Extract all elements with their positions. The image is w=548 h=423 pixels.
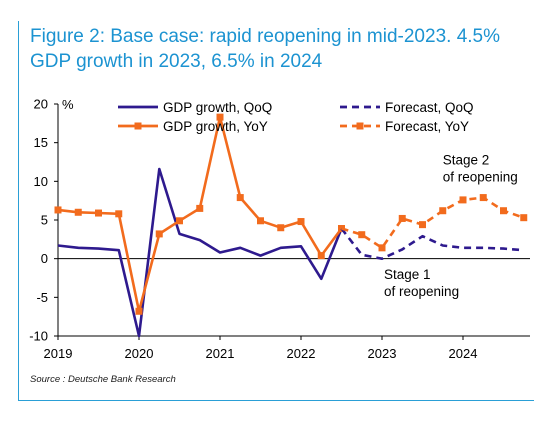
data-point <box>419 221 426 229</box>
data-point <box>317 252 325 260</box>
legend-label: GDP growth, QoQ <box>163 100 272 115</box>
series-line-3 <box>341 196 525 250</box>
annotation-label: Stage 1 <box>384 267 431 282</box>
data-point <box>176 217 183 225</box>
data-point <box>479 194 487 202</box>
data-point <box>500 207 507 215</box>
legend-label: Forecast, YoY <box>385 119 469 134</box>
series-line-2 <box>340 227 524 261</box>
x-tick-label: 2021 <box>206 346 235 361</box>
data-point <box>520 214 528 222</box>
data-point <box>459 196 467 204</box>
legend-label: GDP growth, YoY <box>163 119 268 134</box>
y-tick-label: 10 <box>34 174 48 189</box>
data-point <box>95 209 102 217</box>
annotation-label: Stage 2 <box>443 152 490 167</box>
x-tick-label: 2022 <box>287 346 316 361</box>
annotation-label: of reopening <box>384 284 459 299</box>
annotation-label: of reopening <box>443 169 518 184</box>
y-tick-label: -10 <box>29 329 48 344</box>
data-point <box>398 214 406 222</box>
data-point <box>378 244 386 252</box>
y-unit-label: % <box>62 97 74 112</box>
chart-annotations: Stage 2 of reopening Stage 1 of reopening <box>384 152 518 298</box>
x-tick-label: 2020 <box>125 346 154 361</box>
y-tick-label: 20 <box>34 97 48 112</box>
x-tick-label: 2023 <box>368 346 397 361</box>
legend-marker <box>356 122 364 130</box>
data-point <box>236 194 244 202</box>
source-note: Source : Deutsche Bank Research <box>30 374 176 385</box>
legend-marker <box>134 122 142 130</box>
legend-label: Forecast, QoQ <box>385 100 474 115</box>
data-point <box>115 210 123 218</box>
data-point <box>216 113 224 121</box>
y-tick-label: 0 <box>41 251 48 266</box>
data-point <box>439 207 447 215</box>
x-tick-label: 2019 <box>44 346 73 361</box>
data-point <box>135 307 143 315</box>
figure-title: Figure 2: Base case: rapid reopening in … <box>30 26 500 72</box>
y-tick-label: -5 <box>36 290 48 305</box>
data-point <box>297 218 305 226</box>
x-tick-label: 2024 <box>449 346 478 361</box>
figure-frame <box>18 21 534 401</box>
data-point <box>277 224 285 232</box>
chart-axes: -10 -5 0 5 10 15 20 % 2019 2020 2021 2022 2023 2024 <box>29 97 530 361</box>
series-line-0 <box>57 167 343 338</box>
chart-legend: GDP growth, QoQ GDP growth, YoY Forecast, … <box>118 100 474 134</box>
data-point <box>74 208 82 216</box>
data-point <box>54 206 62 214</box>
y-tick-label: 5 <box>41 213 48 228</box>
data-point <box>155 230 163 238</box>
y-tick-label: 15 <box>34 135 48 150</box>
chart-series <box>54 113 528 338</box>
data-point <box>358 231 366 239</box>
data-point <box>257 217 264 225</box>
data-point <box>196 204 204 212</box>
